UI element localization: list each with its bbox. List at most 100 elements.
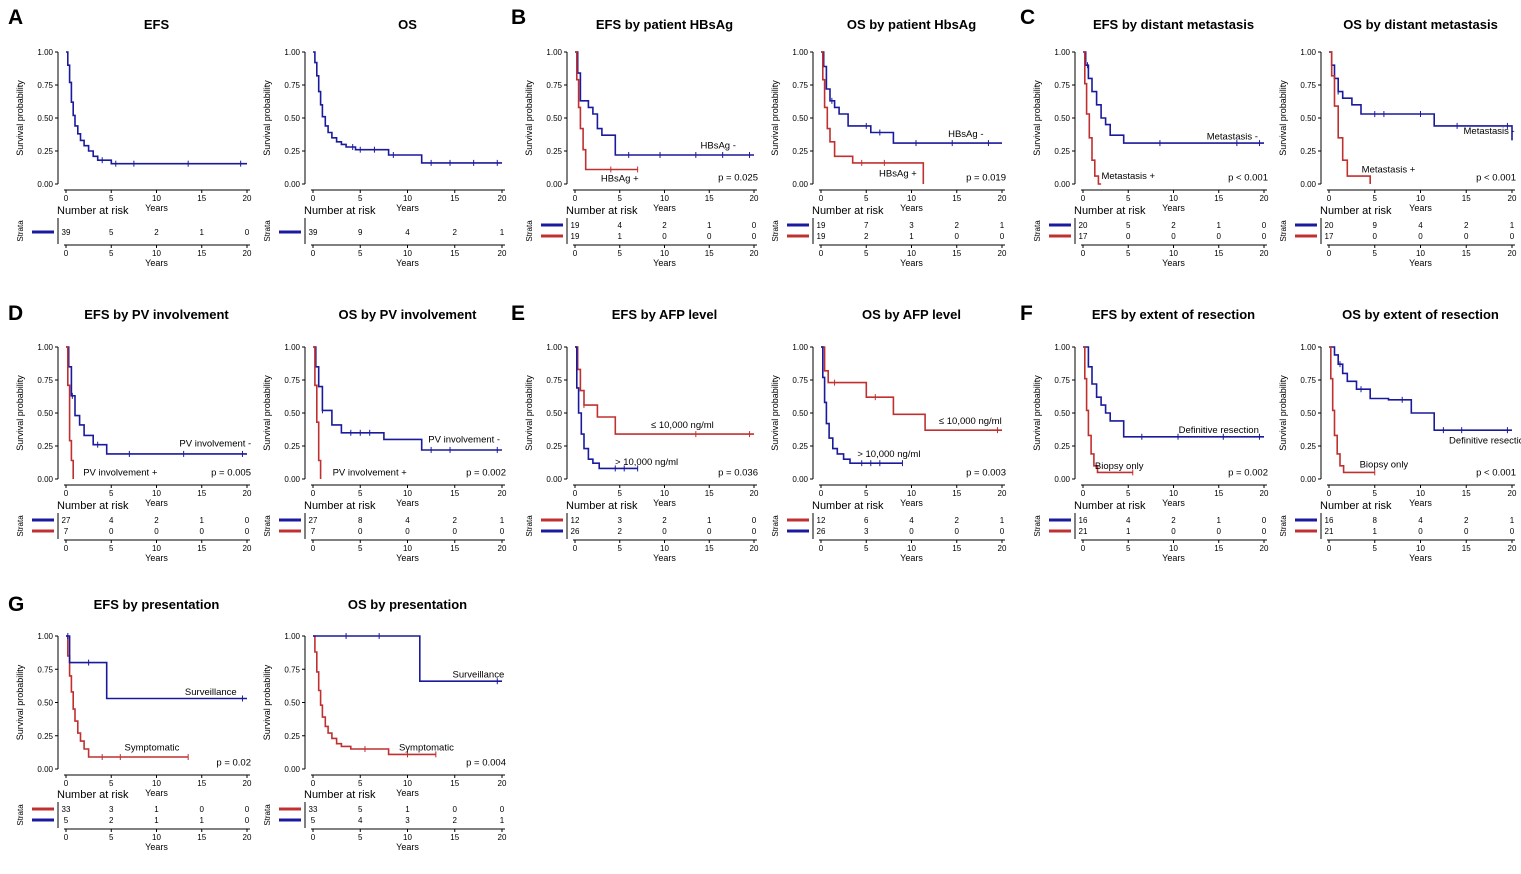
chart-title: EFS by AFP level (612, 307, 718, 322)
risk-table-title: Number at risk (566, 205, 638, 217)
risk-count: 0 (1217, 527, 1222, 536)
p-value: p < 0.001 (1476, 467, 1516, 478)
km-curve-red (821, 346, 1002, 431)
y-tick-label: 1.00 (37, 48, 53, 57)
y-tick-label: 0.75 (1300, 376, 1316, 385)
risk-count: 3 (618, 516, 623, 525)
risk-x-tick-label: 0 (64, 833, 69, 842)
curve-label: Surveillance (185, 687, 237, 698)
risk-count: 7 (64, 527, 69, 536)
km-curve-red (66, 635, 189, 758)
risk-count: 12 (571, 516, 580, 525)
y-tick-label: 0.00 (546, 475, 562, 484)
panel-letter-d: D (8, 302, 23, 325)
x-tick-label: 15 (197, 194, 206, 203)
curve-label: > 10,000 ng/ml (615, 457, 678, 468)
p-value: p < 0.001 (1476, 172, 1516, 183)
risk-x-axis-label: Years (396, 258, 419, 268)
chart-title: EFS by distant metastasis (1093, 17, 1254, 32)
risk-count: 0 (662, 527, 667, 536)
y-tick-label: 0.25 (546, 442, 562, 451)
km-panel-7: EFS by PV involvement 0.00 0.25 0.50 0.75 1.0… (15, 307, 252, 563)
risk-table-title: Number at risk (57, 500, 129, 512)
risk-count: 0 (707, 527, 712, 536)
chart-title: OS by AFP level (862, 307, 961, 322)
risk-x-tick-label: 20 (498, 249, 507, 258)
y-axis-label: Survival probability (524, 375, 534, 451)
x-tick-label: 5 (1373, 194, 1378, 203)
risk-count: 0 (955, 527, 960, 536)
curve-label: Definitive resection (1179, 425, 1259, 436)
risk-count: 12 (817, 516, 826, 525)
km-panel-13: EFS by presentation 0.00 0.25 0.50 0.75 1.00 S… (15, 597, 252, 852)
risk-count: 2 (955, 221, 960, 230)
risk-x-tick-label: 5 (1373, 249, 1378, 258)
km-curve-red (1329, 346, 1375, 474)
y-tick-label: 0.75 (792, 81, 808, 90)
curve-label: ≤ 10,000 ng/ml (939, 416, 1002, 427)
risk-x-tick-label: 5 (1126, 544, 1131, 553)
risk-count: 1 (618, 232, 623, 241)
x-tick-label: 0 (64, 489, 69, 498)
risk-x-tick-label: 15 (705, 249, 714, 258)
risk-count: 4 (405, 228, 410, 237)
risk-count: 0 (1418, 527, 1423, 536)
risk-x-tick-label: 20 (1508, 249, 1517, 258)
risk-count: 0 (154, 527, 159, 536)
risk-x-axis-label: Years (1409, 258, 1432, 268)
y-tick-label: 0.50 (1300, 409, 1316, 418)
curve-label: Biopsy only (1095, 461, 1144, 472)
risk-count: 0 (1262, 221, 1267, 230)
y-tick-label: 0.50 (792, 114, 808, 123)
x-tick-label: 15 (1214, 489, 1223, 498)
km-curve-blue (66, 51, 247, 165)
y-axis-label: Survival probability (262, 375, 272, 451)
y-axis-label: Survival probability (15, 375, 25, 451)
risk-count: 26 (817, 527, 826, 536)
x-tick-label: 10 (1416, 489, 1425, 498)
risk-count: 4 (1126, 516, 1131, 525)
risk-x-tick-label: 10 (660, 249, 669, 258)
km-curve-red (1329, 51, 1371, 184)
y-tick-label: 1.00 (284, 343, 300, 352)
risk-x-tick-label: 0 (573, 249, 578, 258)
y-tick-label: 0.75 (284, 665, 300, 674)
y-tick-label: 0.75 (284, 81, 300, 90)
risk-x-tick-label: 20 (750, 544, 759, 553)
risk-count: 39 (309, 228, 318, 237)
y-tick-label: 0.50 (1054, 409, 1070, 418)
x-tick-label: 10 (1169, 194, 1178, 203)
risk-count: 1 (200, 228, 205, 237)
y-axis-label: Survival probability (15, 664, 25, 740)
p-value: p = 0.02 (216, 757, 251, 768)
risk-count: 4 (909, 516, 914, 525)
risk-x-tick-label: 15 (952, 249, 961, 258)
x-tick-label: 5 (1126, 194, 1131, 203)
x-axis-label: Years (900, 498, 923, 508)
risk-count: 2 (453, 516, 458, 525)
risk-count: 0 (245, 516, 250, 525)
x-tick-label: 20 (750, 489, 759, 498)
risk-count: 0 (245, 228, 250, 237)
risk-x-tick-label: 20 (750, 249, 759, 258)
curve-label: PV involvement - (179, 438, 251, 449)
risk-count: 4 (405, 516, 410, 525)
risk-table-title: Number at risk (57, 789, 129, 801)
x-tick-label: 15 (197, 779, 206, 788)
risk-x-tick-label: 15 (1462, 544, 1471, 553)
p-value: p = 0.002 (466, 467, 506, 478)
x-tick-label: 15 (450, 489, 459, 498)
curve-label: > 10,000 ng/ml (857, 449, 920, 460)
risk-count: 2 (955, 516, 960, 525)
risk-x-tick-label: 5 (1126, 249, 1131, 258)
risk-x-tick-label: 20 (1260, 249, 1269, 258)
curve-label: Symptomatic (399, 743, 454, 754)
risk-x-tick-label: 5 (358, 249, 363, 258)
risk-x-axis-label: Years (1409, 553, 1432, 563)
x-tick-label: 0 (819, 489, 824, 498)
risk-x-tick-label: 0 (819, 544, 824, 553)
risk-table-title: Number at risk (566, 500, 638, 512)
km-panel-5: EFS by distant metastasis 0.00 0.25 0.50 0.7… (1032, 17, 1269, 268)
risk-count: 1 (707, 516, 712, 525)
risk-count: 0 (358, 527, 363, 536)
